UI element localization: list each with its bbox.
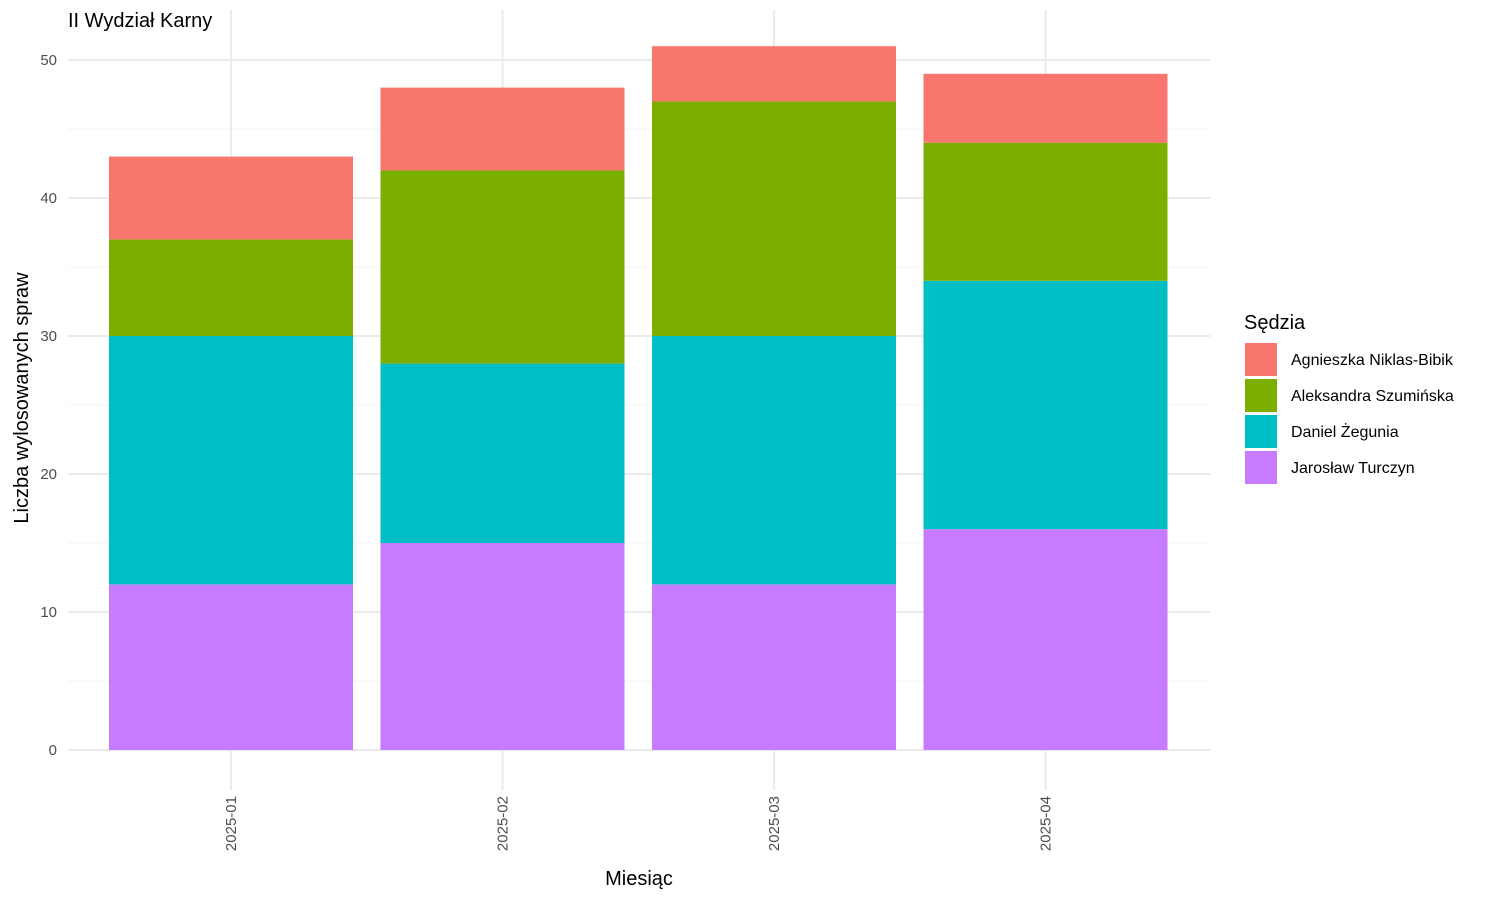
bar-segment-2025-04-agnieszka-niklas-bibik	[923, 73, 1168, 143]
bar-segment-2025-01-aleksandra-szumi-ska	[109, 239, 353, 336]
y-tick-label: 50	[40, 52, 57, 69]
bar-segment-2025-04-daniel-egunia	[923, 280, 1168, 530]
legend-label: Aleksandra Szumińska	[1291, 388, 1454, 405]
y-axis-ticks: 0 10 20 30 40 50	[40, 52, 57, 759]
x-tick-label: 2025-04	[1038, 796, 1055, 851]
bar-segment-2025-04-jaros-aw-turczyn	[923, 529, 1168, 750]
legend: Sędzia Agnieszka Niklas-Bibik Aleksandra …	[1244, 312, 1454, 484]
y-tick-label: 10	[40, 604, 57, 621]
x-axis-title: Miesiąc	[605, 868, 673, 890]
legend-label: Agnieszka Niklas-Bibik	[1291, 352, 1454, 369]
bar-segment-2025-04-aleksandra-szumi-ska	[923, 142, 1168, 281]
y-tick-label: 40	[40, 190, 57, 207]
bar-segment-2025-02-jaros-aw-turczyn	[380, 543, 625, 750]
bar-segment-2025-01-agnieszka-niklas-bibik	[109, 156, 353, 240]
legend-items: Agnieszka Niklas-Bibik Aleksandra Szumińs…	[1245, 343, 1454, 484]
bar-segment-2025-02-daniel-egunia	[380, 363, 625, 543]
x-tick-label: 2025-01	[223, 796, 240, 851]
bar-segment-2025-01-daniel-egunia	[109, 336, 353, 585]
bar-segment-2025-03-aleksandra-szumi-ska	[652, 101, 896, 337]
bar-segment-2025-03-jaros-aw-turczyn	[652, 584, 896, 750]
legend-label: Jarosław Turczyn	[1291, 460, 1415, 477]
x-axis-ticks: 2025-01 2025-02 2025-03 2025-04	[223, 796, 1055, 851]
legend-label: Daniel Żegunia	[1291, 422, 1399, 441]
bar-segment-2025-03-agnieszka-niklas-bibik	[652, 46, 896, 102]
bar-segment-2025-01-jaros-aw-turczyn	[109, 584, 353, 750]
y-tick-label: 0	[49, 742, 57, 759]
legend-swatch	[1245, 379, 1277, 412]
y-tick-label: 30	[40, 328, 57, 345]
legend-swatch	[1245, 343, 1277, 376]
chart-title: II Wydział Karny	[68, 10, 212, 32]
bar-segment-2025-02-aleksandra-szumi-ska	[380, 170, 625, 364]
x-tick-label: 2025-03	[766, 796, 783, 851]
legend-swatch	[1245, 415, 1277, 448]
y-axis-title: Liczba wylosowanych spraw	[11, 272, 33, 524]
bar-segment-2025-02-agnieszka-niklas-bibik	[380, 87, 625, 171]
bar-segment-2025-03-daniel-egunia	[652, 336, 896, 585]
legend-swatch	[1245, 451, 1277, 484]
bars	[109, 46, 1168, 750]
y-tick-label: 20	[40, 466, 57, 483]
legend-title: Sędzia	[1244, 312, 1306, 334]
x-tick-label: 2025-02	[495, 796, 512, 851]
